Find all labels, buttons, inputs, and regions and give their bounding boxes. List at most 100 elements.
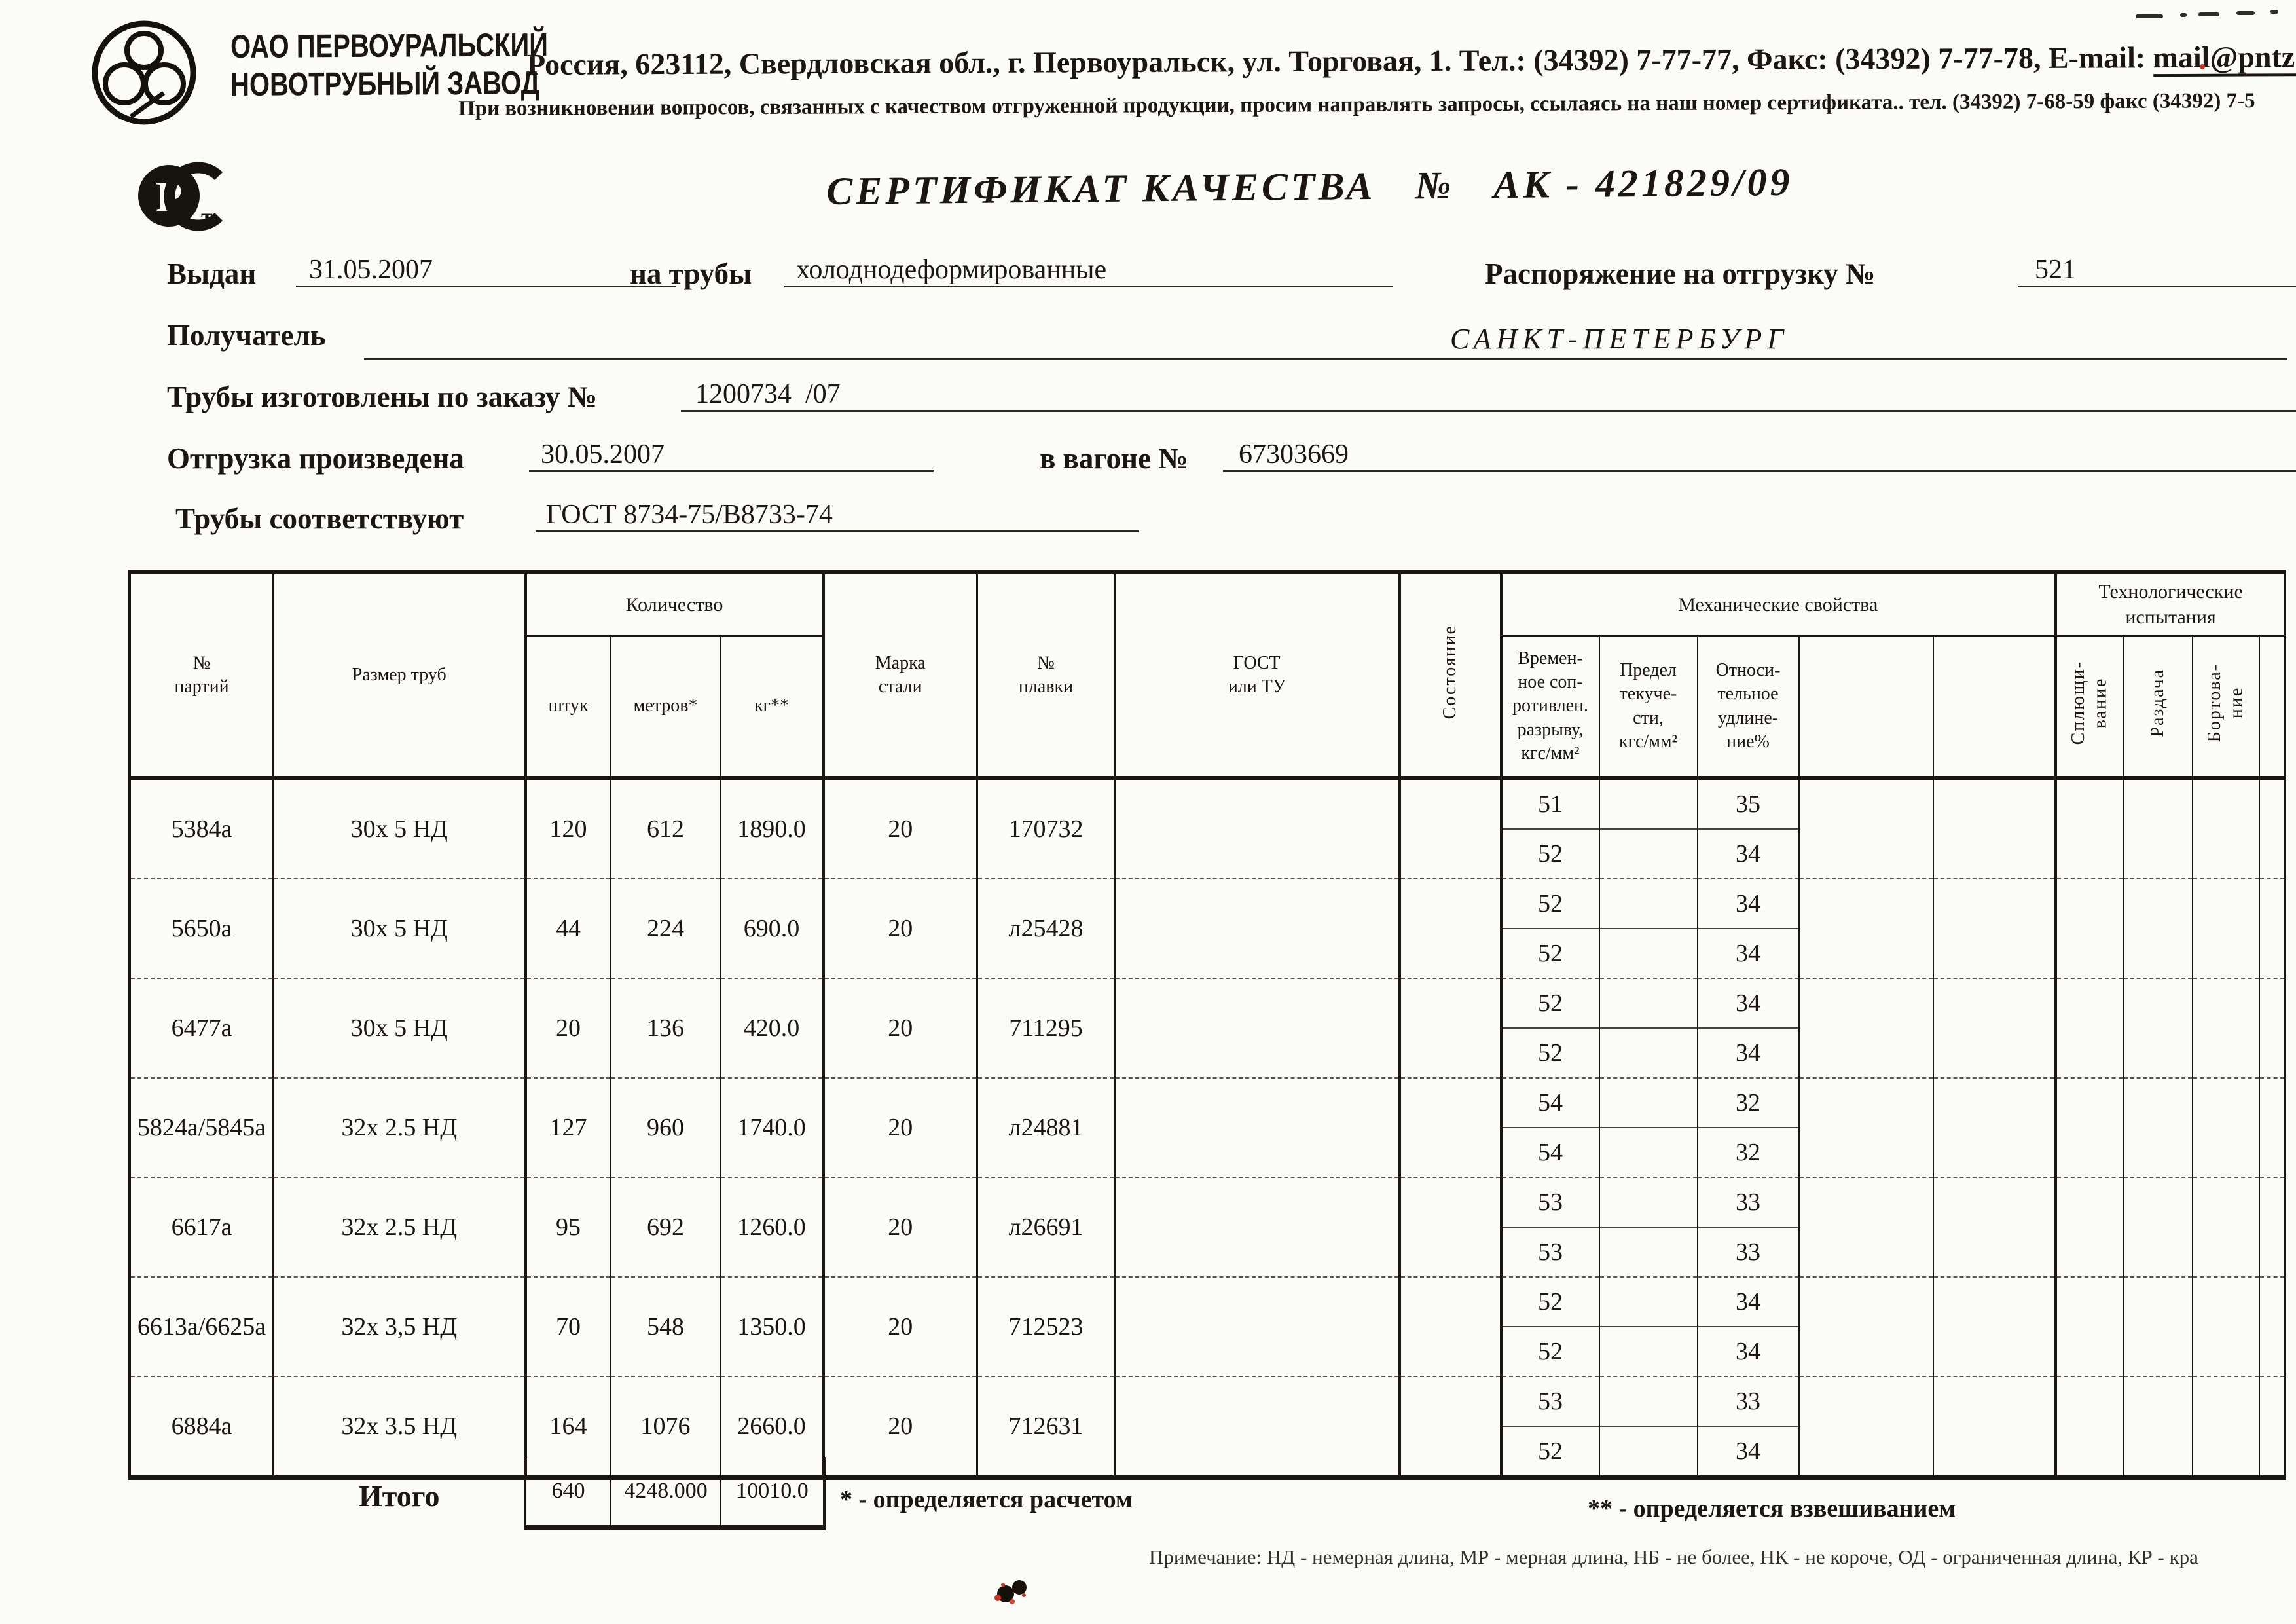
cell-elong: 32 32 — [1696, 1078, 1799, 1178]
col-size-header: Размер труб — [272, 572, 526, 780]
table-row: 5384а 30х 5 НД 120 612 1890.0 20 170732 51 52 35 3… — [129, 778, 2286, 879]
cell-meters: 224 — [610, 879, 721, 979]
email-link[interactable]: mail@pntz.com — [2153, 39, 2296, 77]
ink-blot — [994, 1580, 1027, 1604]
cell-flatten — [2054, 879, 2123, 979]
col-steel-header: Марка стали — [822, 572, 977, 780]
scan-mark — [2270, 10, 2278, 14]
cell-steel: 20 — [822, 978, 977, 1079]
cell-elong: 33 33 — [1696, 1177, 1799, 1278]
cell-tensile: 52 52 — [1499, 879, 1599, 979]
col-kg-header: кг** — [720, 635, 824, 780]
cell-expand — [2122, 1078, 2193, 1178]
cell-tensile: 52 52 — [1499, 978, 1599, 1079]
org-address-line: Россия, 623112, Свердловская обл., г. Пе… — [527, 39, 2296, 82]
cell-steel: 20 — [822, 1177, 977, 1278]
cell-elong: 33 34 — [1696, 1376, 1799, 1478]
cell-extra1 — [1798, 879, 1933, 979]
certificate-number: АК - 421829/09 — [1493, 160, 1793, 207]
cell-meters: 692 — [610, 1177, 721, 1278]
table-row: 6477а 30х 5 НД 20 136 420.0 20 711295 52 52 34 34 — [129, 978, 2286, 1079]
cell-kg: 1260.0 — [720, 1177, 824, 1278]
cell-flatten — [2054, 1078, 2123, 1178]
col-flatten-header: Сплющи- вание — [2054, 635, 2123, 780]
email-label: E-mail: — [2048, 41, 2146, 75]
cell-flatten — [2054, 1376, 2123, 1478]
cell-state — [1398, 1177, 1501, 1278]
svg-text:т: т — [201, 204, 213, 230]
cell-elong: 34 34 — [1696, 978, 1799, 1079]
totals-label: Итого — [359, 1479, 440, 1513]
cell-melt: л25428 — [976, 879, 1115, 979]
quality-contact-note: При возникновении вопросов, связанных с … — [458, 89, 2255, 120]
cell-state — [1398, 1078, 1501, 1178]
cell-kg: 1740.0 — [720, 1078, 824, 1178]
cell-yield — [1598, 1277, 1698, 1377]
cell-melt: 170732 — [976, 778, 1115, 879]
cell-melt: л24881 — [976, 1078, 1115, 1178]
cell-flatten — [2054, 978, 2123, 1079]
cell-state — [1398, 1376, 1501, 1478]
cell-kg: 1350.0 — [720, 1277, 824, 1377]
cell-expand — [2122, 1277, 2193, 1377]
total-pcs: 640 — [551, 1479, 585, 1503]
totals-box: 640 4248.000 10010.0 — [524, 1457, 826, 1530]
cell-extra2 — [1932, 1177, 2056, 1278]
tech-group-header: Технологические испытания — [2054, 572, 2286, 637]
cell-expand — [2122, 879, 2193, 979]
address-text: Россия, 623112, Свердловская обл., г. Пе… — [527, 41, 2041, 81]
cell-extra1 — [1798, 1078, 1933, 1178]
cell-yield — [1598, 778, 1698, 879]
issued-date-value: 31.05.2007 — [296, 254, 676, 287]
scan-mark — [2198, 12, 2219, 16]
cell-yield — [1598, 1078, 1698, 1178]
cell-size: 30х 5 НД — [272, 879, 526, 979]
cell-expand — [2122, 778, 2193, 879]
cell-flatten — [2054, 1277, 2123, 1377]
cell-yield — [1598, 978, 1698, 1079]
total-meters: 4248.000 — [610, 1457, 720, 1525]
receiver-value: САНКТ-ПЕТЕРБУРГ — [1450, 323, 1789, 355]
table-row: 5650а 30х 5 НД 44 224 690.0 20 л25428 52 52 34 34 — [129, 879, 2286, 979]
certificate-table: № партий Размер труб Количество Марка ст… — [128, 570, 2287, 1480]
cell-gost — [1114, 1078, 1400, 1178]
ship-order-value: 521 — [2018, 254, 2296, 287]
cell-party: 6613а/6625а — [129, 1277, 274, 1377]
cell-steel: 20 — [822, 879, 977, 979]
cell-state — [1398, 879, 1501, 979]
table-row: 6613а/6625а 32х 3,5 НД 70 548 1350.0 20 712523… — [129, 1277, 2286, 1377]
cell-meters: 612 — [610, 778, 721, 879]
cell-meters: 548 — [610, 1277, 721, 1377]
total-kg: 10010.0 — [720, 1457, 823, 1525]
cell-pcs: 120 — [524, 778, 611, 879]
made-order-value: 1200734 /07 — [681, 378, 2296, 412]
state-vertical-label: Состояние — [1440, 624, 1461, 720]
cell-tensile: 53 53 — [1499, 1177, 1599, 1278]
mech-group-header: Механические свойства — [1499, 572, 2056, 637]
cell-extra2 — [1932, 778, 2056, 879]
cell-gost — [1114, 778, 1400, 879]
col-elong-header: Относи- тельное удлине- ние% — [1696, 635, 1799, 780]
scan-mark — [2136, 14, 2163, 18]
conform-gost-value: ГОСТ 8734-75/В8733-74 — [536, 499, 1139, 532]
col-meters-header: метров* — [610, 635, 721, 780]
shipped-date-value: 30.05.2007 — [529, 439, 934, 472]
col-extra1-header — [1798, 635, 1933, 780]
table-row: 5824а/5845а 32х 2.5 НД 127 960 1740.0 20 л2488… — [129, 1078, 2286, 1178]
cell-extra2 — [1932, 978, 2056, 1079]
cell-size: 32х 2.5 НД — [272, 1078, 526, 1178]
qty-group-header: Количество — [524, 572, 824, 637]
receiver-underline — [364, 320, 2287, 360]
title-number-sign: № — [1414, 163, 1455, 208]
cell-size: 30х 5 НД — [272, 978, 526, 1079]
table-header: № партий Размер труб Количество Марка ст… — [129, 572, 2286, 780]
cell-extra2 — [1932, 1376, 2056, 1478]
col-extra2-header — [1932, 635, 2056, 780]
title-text: СЕРТИФИКАТ КАЧЕСТВА — [826, 164, 1376, 213]
table-body: 5384а 30х 5 НД 120 612 1890.0 20 170732 51 52 35 3… — [129, 778, 2286, 1478]
cell-pcs: 44 — [524, 879, 611, 979]
shipped-label: Отгрузка произведена — [167, 442, 464, 475]
cell-flatten — [2054, 778, 2123, 879]
col-expand-header: Раздача — [2122, 635, 2193, 780]
cell-melt: л26691 — [976, 1177, 1115, 1278]
